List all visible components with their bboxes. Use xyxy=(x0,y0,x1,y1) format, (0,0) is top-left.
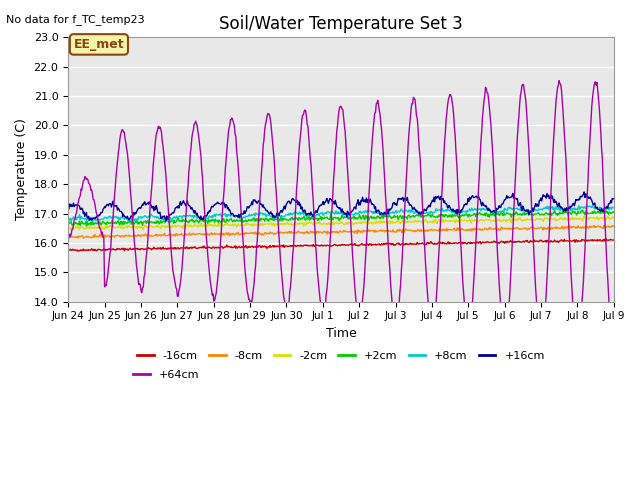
Text: EE_met: EE_met xyxy=(74,38,124,51)
X-axis label: Time: Time xyxy=(326,327,356,340)
Title: Soil/Water Temperature Set 3: Soil/Water Temperature Set 3 xyxy=(219,15,463,33)
Text: No data for f_TC_temp23: No data for f_TC_temp23 xyxy=(6,14,145,25)
Y-axis label: Temperature (C): Temperature (C) xyxy=(15,119,28,220)
Legend: +64cm: +64cm xyxy=(129,365,204,384)
